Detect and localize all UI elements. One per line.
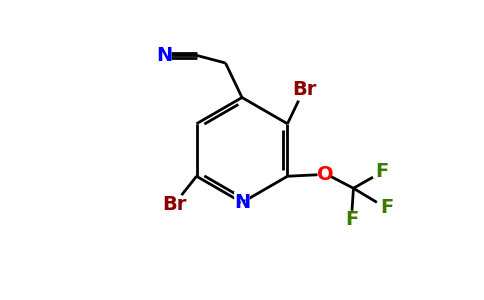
Text: N: N [234,193,250,212]
Text: F: F [375,162,389,181]
Text: F: F [380,198,393,217]
Text: O: O [317,165,333,184]
Text: N: N [232,190,252,214]
Text: N: N [156,46,172,65]
Text: Br: Br [292,80,316,99]
Text: N: N [154,44,174,68]
Text: Br: Br [162,195,186,214]
Text: F: F [346,210,359,229]
